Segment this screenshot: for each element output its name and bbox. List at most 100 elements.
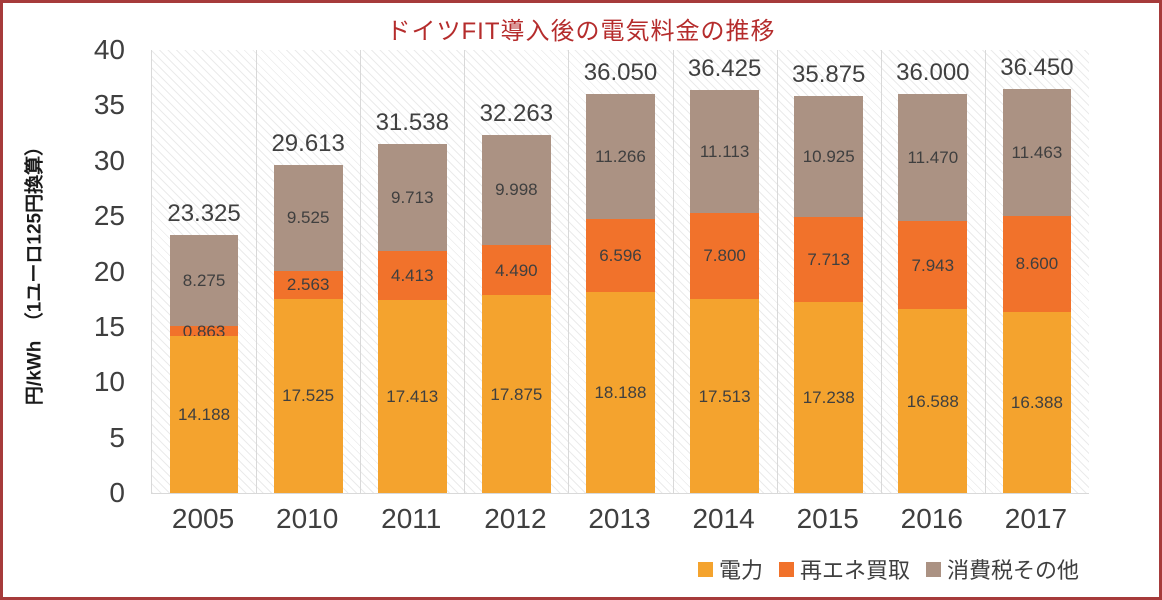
vertical-gridline <box>880 50 882 493</box>
vertical-gridline <box>256 50 258 493</box>
stacked-bar: 14.188 0.863 8.275 <box>169 50 239 493</box>
bar-columns: 14.188 0.863 8.275 23.325 17.525 2.563 9.525 29… <box>152 50 1089 493</box>
bar-segment: 16.388 <box>1002 311 1072 493</box>
bar-segment: 4.413 <box>377 251 447 301</box>
bar-total-label: 31.538 <box>375 108 449 136</box>
legend-swatch <box>697 561 713 577</box>
bar-segment: 17.525 <box>273 298 343 493</box>
segment-value-label: 9.713 <box>390 188 434 208</box>
bar-segment: 4.490 <box>482 245 551 296</box>
legend-item: 電力 <box>697 553 763 585</box>
segment-value-label: 9.998 <box>495 180 538 200</box>
bar-total-label: 36.425 <box>687 54 762 82</box>
segment-value-label: 11.113 <box>699 141 750 161</box>
x-tick-label: 2017 <box>1004 503 1068 534</box>
legend-label: 消費税その他 <box>946 558 1079 583</box>
bar-segment: 11.470 <box>898 94 968 222</box>
legend-swatch <box>778 561 794 577</box>
vertical-gridline <box>984 50 986 493</box>
stacked-bar: 17.513 7.800 11.113 <box>690 50 759 493</box>
y-axis-tick-labels: 0 5 10 15 20 25 30 35 40 <box>3 36 139 507</box>
bar-column: 14.188 0.863 8.275 23.325 <box>152 50 256 493</box>
stacked-bar: 18.188 6.596 11.266 <box>586 50 655 493</box>
x-tick-label: 2005 <box>171 503 235 534</box>
vertical-gridline <box>672 50 674 493</box>
plot-area: 14.188 0.863 8.275 23.325 17.525 2.563 9.525 29… <box>151 50 1089 494</box>
segment-value-label: 8.600 <box>1015 254 1059 274</box>
bar-segment: 16.588 <box>898 309 968 493</box>
bar-column: 16.588 7.943 11.470 36.000 <box>881 50 985 493</box>
bar-segment: 9.713 <box>377 143 447 252</box>
bar-segment: 11.266 <box>586 93 655 219</box>
vertical-gridline <box>464 50 466 493</box>
stacked-bar: 17.875 4.490 9.998 <box>482 50 551 493</box>
stacked-bar: 16.388 8.600 11.463 <box>1002 50 1072 493</box>
bar-segment: 11.463 <box>1002 89 1072 217</box>
stacked-bar: 17.525 2.563 9.525 <box>273 50 343 493</box>
segment-value-label: 17.413 <box>386 387 439 407</box>
bar-segment: 7.943 <box>898 221 968 310</box>
bar-total-label: 29.613 <box>271 130 345 158</box>
y-tick-label: 25 <box>93 200 125 232</box>
bar-segment: 17.413 <box>377 300 447 493</box>
stacked-bar: 17.238 7.713 10.925 <box>794 50 864 493</box>
segment-value-label: 17.875 <box>490 384 543 404</box>
segment-value-label: 17.513 <box>698 386 751 406</box>
x-tick-label: 2011 <box>381 503 442 534</box>
y-tick-label: 15 <box>93 310 125 342</box>
y-tick-label: 0 <box>109 477 125 508</box>
bar-segment: 9.525 <box>273 165 343 271</box>
bar-segment: 18.188 <box>586 291 655 493</box>
bar-segment: 8.275 <box>169 234 239 327</box>
x-tick-label: 2013 <box>588 503 651 534</box>
segment-value-label: 18.188 <box>594 382 647 402</box>
legend-label: 再エネ買取 <box>799 558 910 583</box>
segment-value-label: 4.413 <box>390 266 434 286</box>
bar-total-label: 35.875 <box>792 60 866 88</box>
segment-value-label: 10.925 <box>802 146 855 166</box>
bar-segment: 11.113 <box>690 89 759 213</box>
segment-value-label: 14.188 <box>178 404 231 424</box>
y-tick-label: 35 <box>93 89 125 121</box>
bar-segment: 9.998 <box>482 134 551 246</box>
segment-value-label: 11.470 <box>907 148 959 168</box>
legend-label: 電力 <box>718 558 763 583</box>
bar-segment: 17.513 <box>690 299 759 493</box>
x-axis-tick-labels: 2005 2010 2011 2012 2013 2014 2015 2016 2017 <box>151 503 1088 535</box>
segment-value-label: 16.388 <box>1010 392 1063 412</box>
vertical-gridline <box>568 50 570 493</box>
x-tick-label: 2016 <box>900 503 963 534</box>
segment-value-label: 17.238 <box>802 388 855 408</box>
bar-segment: 17.875 <box>482 295 551 493</box>
legend-item: 再エネ買取 <box>778 553 910 585</box>
x-tick-label: 2015 <box>796 503 859 534</box>
bar-column: 17.513 7.800 11.113 36.425 <box>673 50 777 493</box>
bar-total-label: 36.450 <box>1000 54 1074 82</box>
y-tick-label: 20 <box>93 255 125 287</box>
segment-value-label: 7.713 <box>807 249 850 269</box>
vertical-gridline <box>776 50 778 493</box>
segment-value-label: 17.525 <box>282 386 335 406</box>
segment-value-label: 8.275 <box>182 271 226 290</box>
bar-column: 16.388 8.600 11.463 36.450 <box>985 50 1089 493</box>
y-tick-label: 40 <box>93 34 125 65</box>
chart-title: ドイツFIT導入後の電気料金の推移 <box>386 18 776 45</box>
bar-segment: 17.238 <box>794 302 864 493</box>
x-tick-label: 2014 <box>692 503 755 534</box>
y-tick-label: 10 <box>93 366 125 398</box>
segment-value-label: 4.490 <box>495 260 538 280</box>
bar-segment: 0.863 <box>169 323 239 340</box>
bar-segment: 7.713 <box>794 216 864 303</box>
x-tick-label: 2010 <box>276 503 339 534</box>
segment-value-label: 11.266 <box>595 146 646 166</box>
bar-column: 18.188 6.596 11.266 36.050 <box>568 50 672 493</box>
stacked-bar: 17.413 4.413 9.713 <box>377 50 447 493</box>
segment-value-label: 0.863 <box>182 321 226 341</box>
segment-value-label: 16.588 <box>906 391 959 411</box>
segment-value-label: 7.943 <box>911 255 955 275</box>
bar-segment: 7.800 <box>690 212 759 300</box>
bar-column: 17.525 2.563 9.525 29.613 <box>256 50 360 493</box>
stacked-bar: 16.588 7.943 11.470 <box>898 50 968 493</box>
segment-value-label: 11.463 <box>1011 143 1063 163</box>
